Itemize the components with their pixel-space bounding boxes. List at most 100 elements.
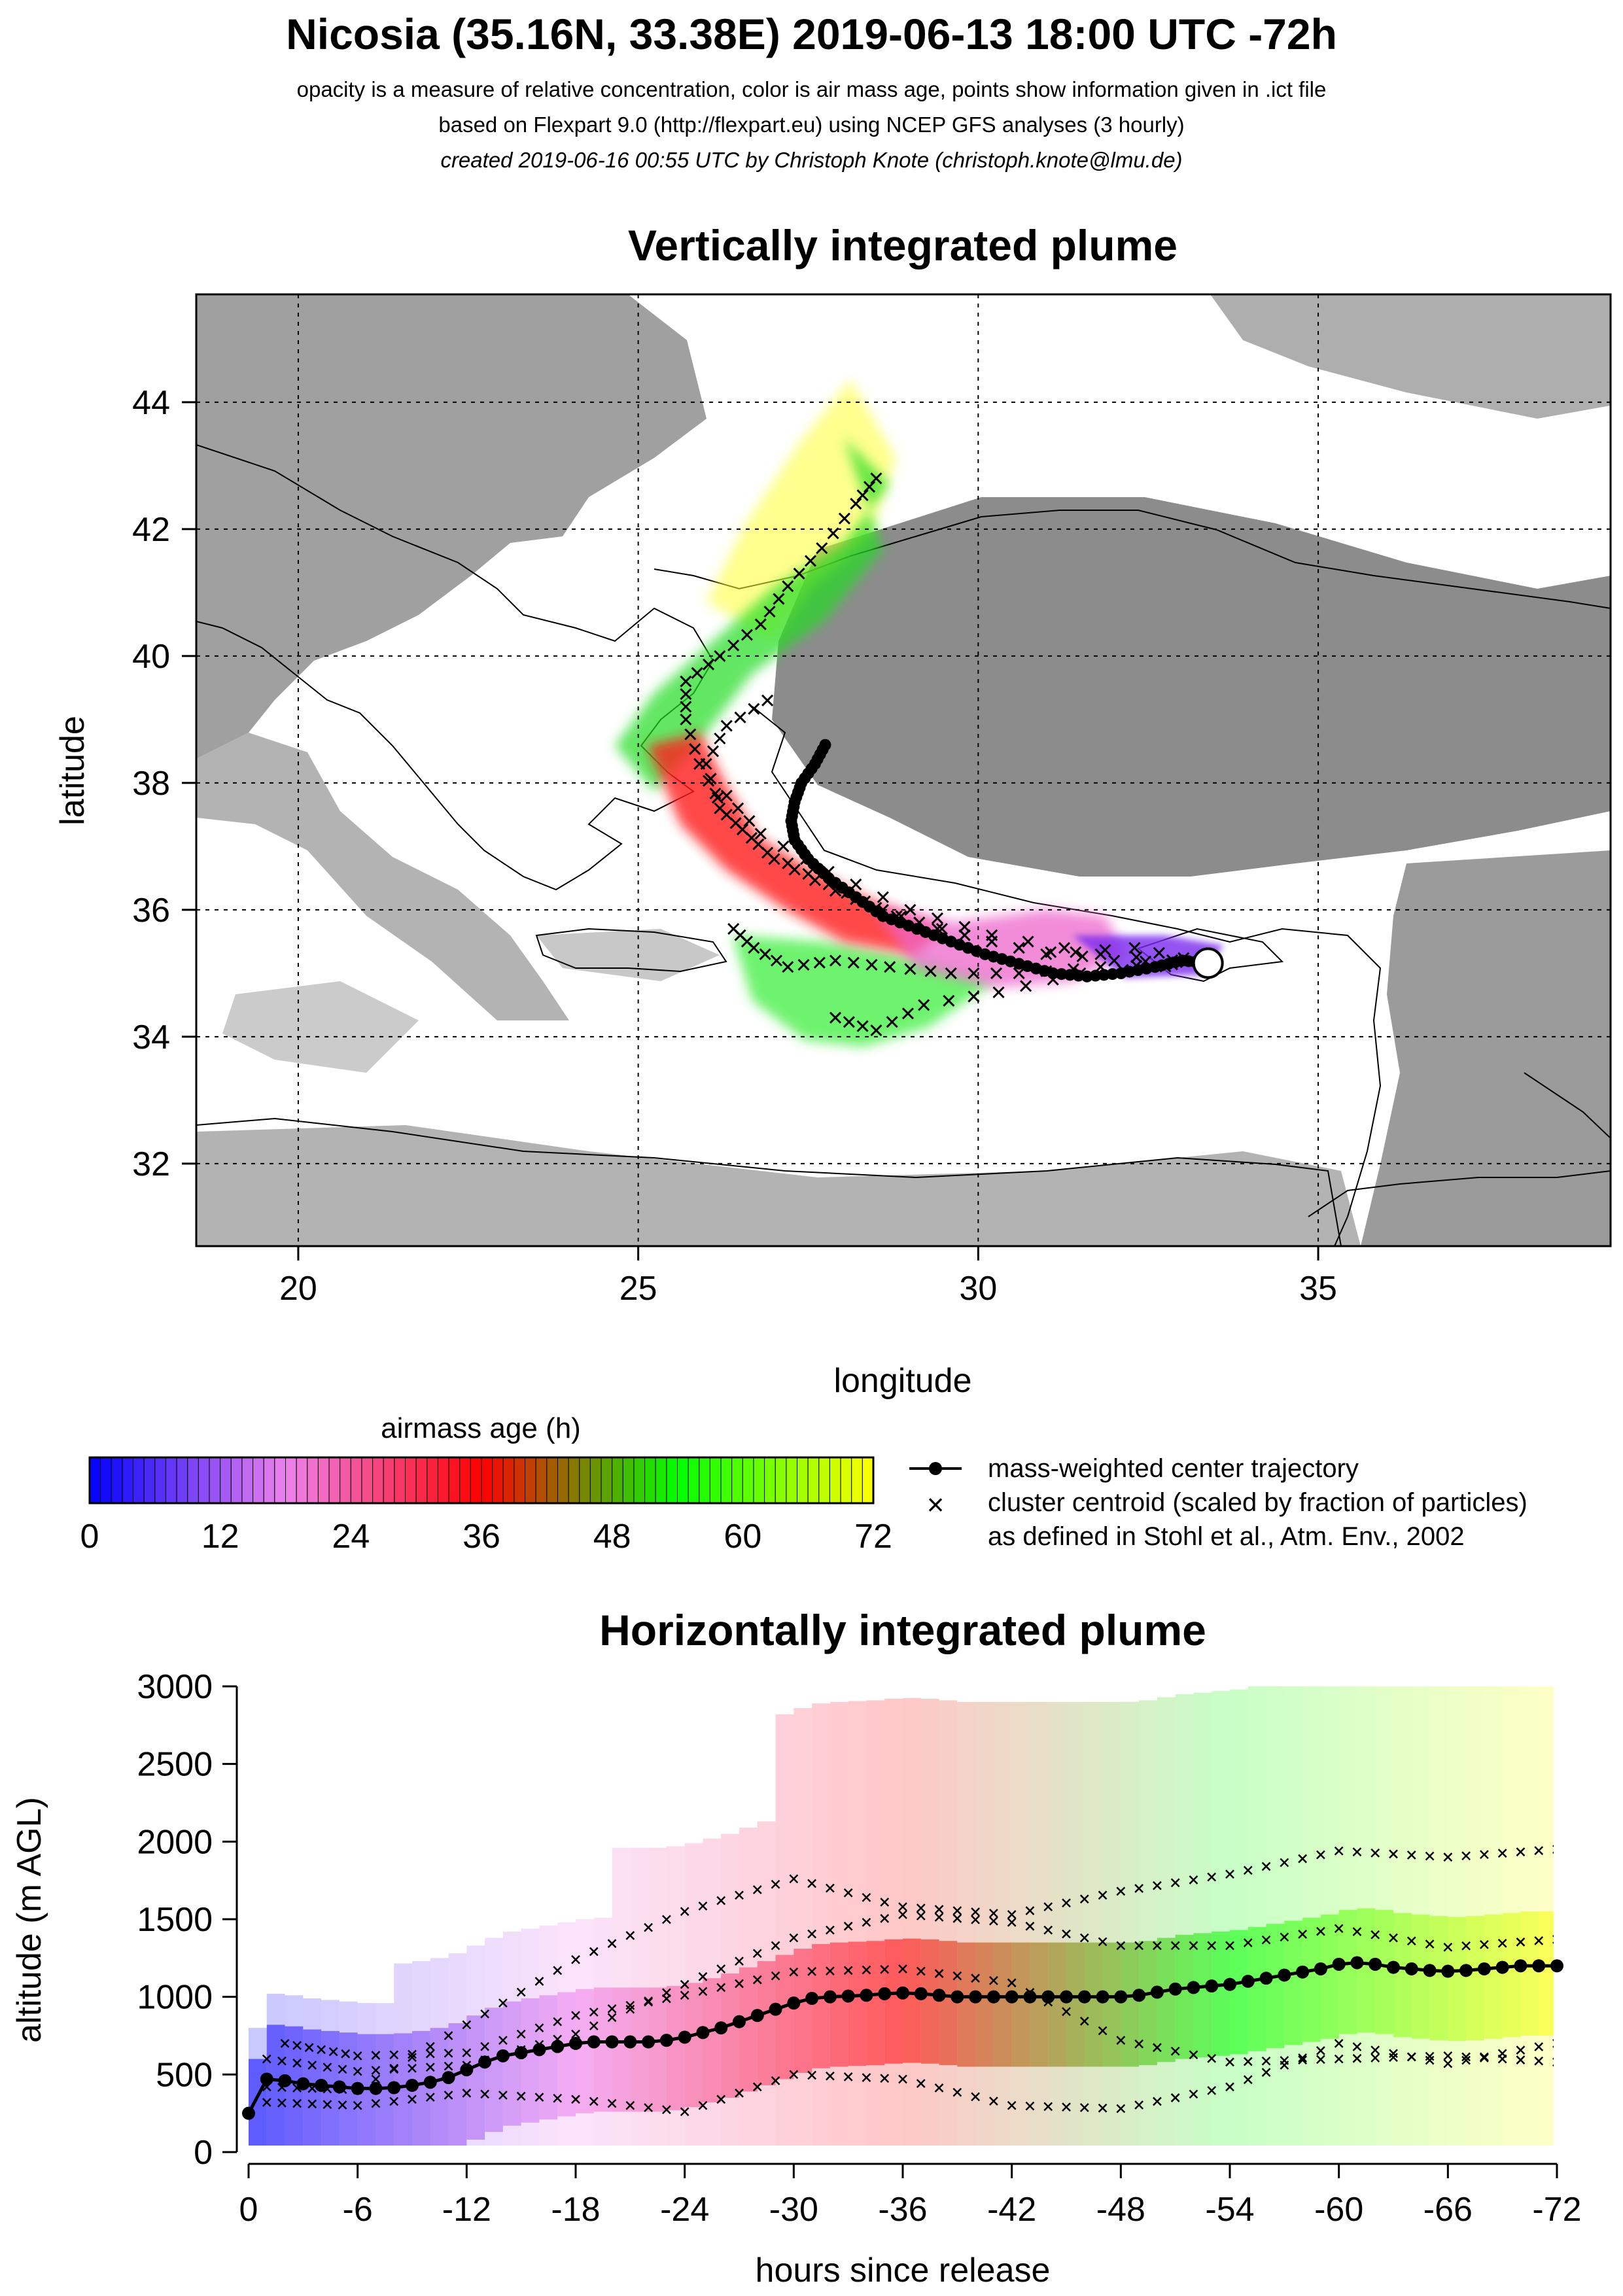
profile-cluster-2-point-36 [898,1902,907,1911]
colorbar-cell-31 [427,1457,438,1504]
profile-title: Horizontally integrated plume [599,1606,1206,1654]
profile-cluster-2-point-49 [1134,1884,1143,1893]
profile-cluster-3-point-47 [1098,2026,1108,2036]
profile-cluster-3-point-31 [807,1967,816,1976]
map-ytick-label-34: 34 [132,1018,170,1056]
cluster-4-centroid-3 [1094,948,1107,960]
profile-cluster-0-point-4 [323,2062,332,2072]
profile-cluster-1-point-29 [771,2076,780,2085]
profile-shade-core-23 [666,1986,685,2110]
colorbar-cell-58 [720,1457,733,1504]
profile-cluster-2-point-38 [934,1905,944,1914]
profile-shade-core-52 [1193,1933,1212,2058]
cluster-0-centroid-34 [727,639,740,652]
profile-cluster-2-point-56 [1261,1862,1271,1871]
colorbar-cell-15 [253,1457,264,1504]
profile-cluster-1-point-54 [1225,2082,1234,2092]
profile-shade-core-42 [1011,1942,1030,2067]
profile-shade-outer-33 [848,1701,867,2146]
profile-cluster-3-point-18 [571,2011,580,2021]
colorbar-tick-label-36: 36 [462,1518,500,1556]
map-ytick-label-36: 36 [132,892,170,930]
profile-cluster-1-point-8 [389,2096,399,2106]
cluster-0-centroid-47 [863,481,876,493]
cluster-3-centroid-14 [843,1016,855,1028]
subtitle-line-2: based on Flexpart 9.0 (http://flexpart.e… [438,113,1185,137]
cluster-2-centroid-15 [829,954,842,967]
profile-shade-outer-46 [1084,1701,1103,2146]
profile-cluster-2-point-66 [1443,1852,1453,1862]
colorbar [88,1456,875,1505]
profile-shade-core-46 [1084,1942,1103,2067]
profile-center-point-53 [1205,1979,1219,1993]
map-legend: mass-weighted center trajectory × cluste… [909,1454,1527,1551]
profile-cluster-3-point-68 [1480,2053,1489,2062]
profile-shade-core-10 [430,2028,449,2146]
profile-center-point-48 [1114,1990,1128,2004]
profile-center-point-24 [678,2030,691,2044]
cluster-0-centroid-27 [680,713,692,725]
colorbar-cell-70 [851,1457,863,1504]
profile-cluster-3-point-25 [698,1987,708,1996]
cluster-2-centroid-7 [990,967,1003,979]
profile-cluster-0-point-60 [1334,1924,1344,1934]
cluster-0-centroid-26 [684,728,697,740]
colorbar-cell-51 [644,1457,656,1504]
profile-center-point-28 [750,2009,764,2023]
profile-center-point-42 [1005,1990,1019,2004]
profile-shade-outer-39 [957,1701,976,2146]
profile-cluster-1-point-72 [1552,2038,1554,2048]
cluster-0-centroid-35 [741,629,753,641]
profile-shade-core-35 [884,1939,903,2064]
profile-center-point-68 [1477,1962,1491,1975]
profile-center-point-9 [406,2078,419,2092]
profile-shade-core-61 [1357,1908,1376,2033]
profile-cluster-3-point-9 [408,2049,417,2059]
release-site-marker [1192,947,1224,979]
cluster-4-centroid-2 [1130,951,1143,964]
profile-cluster-3-point-50 [1153,2043,1162,2053]
profile-shade-outer-48 [1121,1701,1140,2146]
cluster-0-centroid-41 [804,555,817,567]
cluster-1-centroid-4 [1076,950,1089,963]
colorbar-cell-61 [753,1457,765,1504]
profile-center-point-58 [1296,1965,1310,1979]
center-trajectory-point-15 [1089,969,1102,982]
profile-shade-core-12 [466,2015,485,2140]
colorbar-cell-3 [122,1457,134,1504]
profile-cluster-0-point-69 [1497,1938,1507,1948]
center-trajectory-point-14 [1098,969,1110,981]
profile-cluster-0-point-57 [1280,1932,1289,1942]
subtitle-line-3: created 2019-06-16 00:55 UTC by Christop… [440,148,1183,172]
profile-center-point-5 [332,2080,346,2094]
profile-cluster-2-point-71 [1534,1846,1544,1856]
profile-cluster-3-point-66 [1443,2051,1453,2061]
profile-shade-core-54 [1230,1930,1248,2055]
center-trajectory-point-13 [1106,968,1119,981]
profile-cluster-2-point-34 [862,1892,871,1902]
cluster-2-centroid-14 [847,956,860,969]
colorbar-cell-18 [285,1457,297,1504]
cluster-1-centroid-8 [958,929,971,941]
profile-xtick-label-5: -30 [769,2191,818,2229]
profile-cluster-3-point-24 [680,1991,689,2000]
profile-cluster-2-point-25 [698,1901,708,1911]
figure-title: Nicosia (35.16N, 33.38E) 2019-06-13 18:0… [286,10,1337,58]
colorbar-cell-12 [220,1457,232,1504]
colorbar-cell-35 [470,1457,482,1504]
profile-cluster-3-point-15 [516,2029,526,2039]
map-xtick-label-25: 25 [620,1270,657,1308]
profile-cluster-0-point-2 [292,2059,302,2068]
profile-cluster-1-point-9 [408,2095,417,2104]
cluster-3-centroid-13 [856,1020,869,1032]
cluster-0-centroid-29 [680,688,692,701]
profile-cluster-0-point-66 [1443,1942,1453,1952]
cluster-1-centroid-27 [720,720,733,732]
profile-cluster-3-point-59 [1316,2055,1325,2064]
map-y-axis-label: latitude [54,716,92,826]
profile-cluster-3-point-67 [1461,2052,1471,2062]
profile-shade-core-50 [1157,1938,1176,2062]
cluster-1-centroid-16 [802,867,814,880]
profile-cluster-3-point-55 [1243,2057,1253,2066]
center-trajectory-point-16 [1081,970,1093,983]
